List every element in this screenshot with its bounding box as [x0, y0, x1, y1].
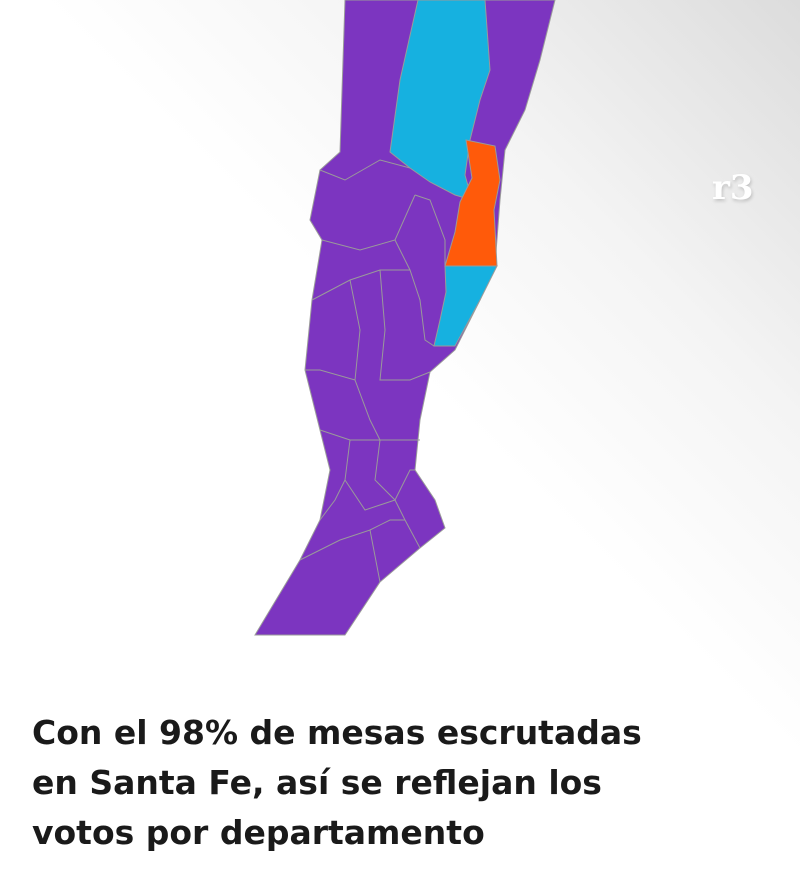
caption-line: en Santa Fe, así se reflejan los	[32, 763, 602, 802]
caption-line: Con el 98% de mesas escrutadas	[32, 713, 642, 752]
r3-logo: r3	[712, 168, 754, 208]
santa-fe-departments-map	[254, 0, 556, 636]
department-borders	[299, 159, 446, 583]
region-cyan-south	[433, 265, 498, 347]
caption: Con el 98% de mesas escrutadas en Santa …	[32, 708, 732, 858]
caption-line: votos por departamento	[32, 813, 485, 852]
